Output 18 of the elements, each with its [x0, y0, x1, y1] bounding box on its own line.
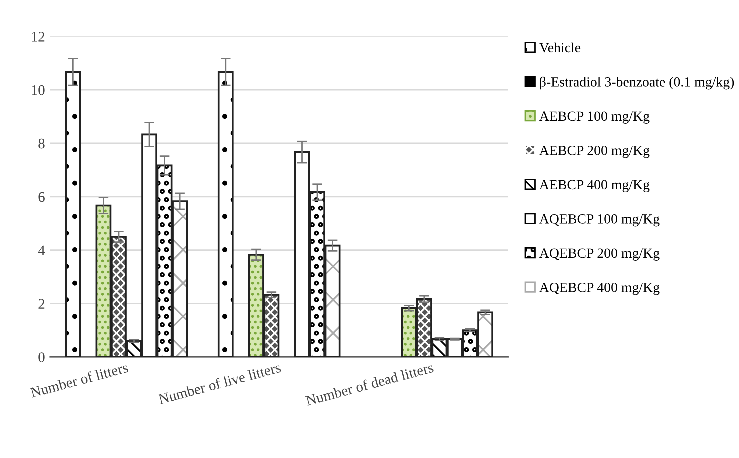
y-tick-label: 8	[38, 138, 45, 149]
legend-label: AEBCP 100 mg/Kg	[540, 112, 650, 124]
legend-label: β-Estradiol 3-benzoate (0.1 mg/kg)	[540, 76, 734, 90]
y-tick-label: 10	[32, 85, 45, 96]
x-tick-label: Number of live litters	[158, 362, 282, 405]
y-tick-label: 4	[38, 246, 46, 256]
y-tick-label: 0	[38, 352, 45, 362]
legend-label: AQEBCP 200 mg/Kg	[540, 248, 660, 261]
y-tick-label: 2	[38, 299, 45, 309]
x-tick-label: Number of dead litters	[305, 362, 434, 406]
y-tick-label: 6	[38, 192, 45, 202]
legend-label: AEBCP 200 mg/Kg	[540, 146, 650, 158]
y-tick-label: 12	[32, 32, 45, 42]
legend-label: Vehicle	[540, 42, 581, 53]
legend-label: AEBCP 400 mg/Kg	[540, 180, 650, 192]
x-tick-label: Number of litters	[30, 362, 129, 398]
legend-label: AQEBCP 400 mg/Kg	[540, 282, 660, 296]
legend-label: AQEBCP 100 mg/Kg	[540, 214, 660, 227]
